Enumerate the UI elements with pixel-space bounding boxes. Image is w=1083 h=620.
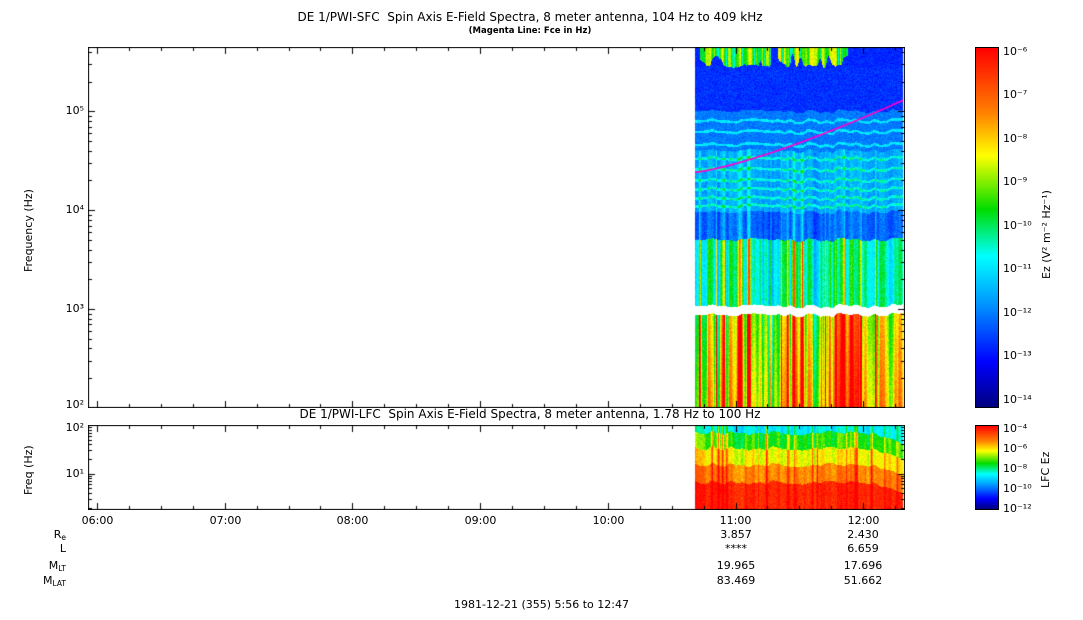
eph-label-main: R <box>53 528 62 541</box>
sfc-colorbar <box>975 47 999 408</box>
eph-label-sub: LAT <box>52 579 66 588</box>
sfc-ytick-1e4: 10⁴ <box>65 203 84 216</box>
sfc-cbar-tick: 10⁻⁷ <box>1003 88 1028 101</box>
ephemeris-value-l-1200: 6.659 <box>847 542 879 555</box>
lfc-colorbar-label: LFC Ez <box>1039 451 1052 488</box>
lfc-ytick-1e1: 10¹ <box>65 467 84 480</box>
sfc-cbar-tick: 10⁻¹⁰ <box>1003 219 1032 232</box>
sfc-colorbar-label: Ez (V² m⁻² Hz⁻¹) <box>1040 190 1053 279</box>
figure-caption: 1981-12-21 (355) 5:56 to 12:47 <box>454 598 629 611</box>
sfc-cbar-tick: 10⁻⁹ <box>1003 175 1028 188</box>
xtick-1100: 11:00 <box>719 514 752 527</box>
ephemeris-value-l-1100: **** <box>725 542 747 555</box>
sfc-cbar-tick: 10⁻⁶ <box>1003 45 1028 58</box>
lfc-colorbar <box>975 425 999 510</box>
sfc-spectrogram <box>88 47 905 408</box>
xtick-1000: 10:00 <box>592 514 625 527</box>
xtick-0700: 07:00 <box>209 514 242 527</box>
ephemeris-value-re-1100: 3.857 <box>720 528 752 541</box>
eph-label-main: M <box>48 559 59 572</box>
lfc-ytick-1e2: 10² <box>65 421 84 434</box>
ephemeris-value-mlat-1100: 83.469 <box>716 574 756 587</box>
lfc-title: DE 1/PWI-LFC Spin Axis E-Field Spectra, … <box>299 407 761 421</box>
sfc-cbar-tick: 10⁻¹¹ <box>1003 262 1032 275</box>
ephemeris-value-mlt-1100: 19.965 <box>716 559 756 572</box>
ephemeris-value-re-1200: 2.430 <box>847 528 879 541</box>
xtick-0600: 06:00 <box>81 514 114 527</box>
sfc-ytick-1e5: 10⁵ <box>65 104 84 117</box>
lfc-cbar-tick: 10⁻¹⁰ <box>1003 482 1032 495</box>
lfc-cbar-tick: 10⁻⁸ <box>1003 462 1028 475</box>
xtick-1200: 12:00 <box>847 514 880 527</box>
xtick-0800: 08:00 <box>336 514 369 527</box>
ephemeris-value-mlat-1200: 51.662 <box>843 574 883 587</box>
sfc-cbar-tick: 10⁻⁸ <box>1003 132 1028 145</box>
sfc-title: DE 1/PWI-SFC Spin Axis E-Field Spectra, … <box>297 10 763 24</box>
lfc-cbar-tick: 10⁻¹² <box>1003 502 1032 515</box>
sfc-y-axis-label: Frequency (Hz) <box>22 189 35 272</box>
ephemeris-label-mlt: MLT <box>20 559 66 573</box>
xtick-0900: 09:00 <box>464 514 497 527</box>
lfc-spectrogram <box>88 425 905 510</box>
sfc-subtitle: (Magenta Line: Fce in Hz) <box>468 26 592 36</box>
sfc-ytick-1e2: 10² <box>65 398 84 411</box>
lfc-cbar-tick: 10⁻⁴ <box>1003 422 1028 435</box>
lfc-y-axis-label: Freq (Hz) <box>22 445 35 495</box>
sfc-ytick-1e3: 10³ <box>65 302 84 315</box>
eph-label-sub: LT <box>58 564 66 573</box>
eph-label-main: M <box>43 574 53 587</box>
eph-label-main: L <box>59 542 66 555</box>
sfc-cbar-tick: 10⁻¹⁴ <box>1003 393 1032 406</box>
eph-label-sub: e <box>61 533 66 542</box>
ephemeris-label-l: L <box>20 542 66 556</box>
lfc-cbar-tick: 10⁻⁶ <box>1003 442 1028 455</box>
sfc-cbar-tick: 10⁻¹² <box>1003 306 1032 319</box>
sfc-cbar-tick: 10⁻¹³ <box>1003 349 1032 362</box>
ephemeris-label-mlat: MLAT <box>20 574 66 588</box>
ephemeris-label-re: Re <box>20 528 66 542</box>
ephemeris-value-mlt-1200: 17.696 <box>843 559 883 572</box>
